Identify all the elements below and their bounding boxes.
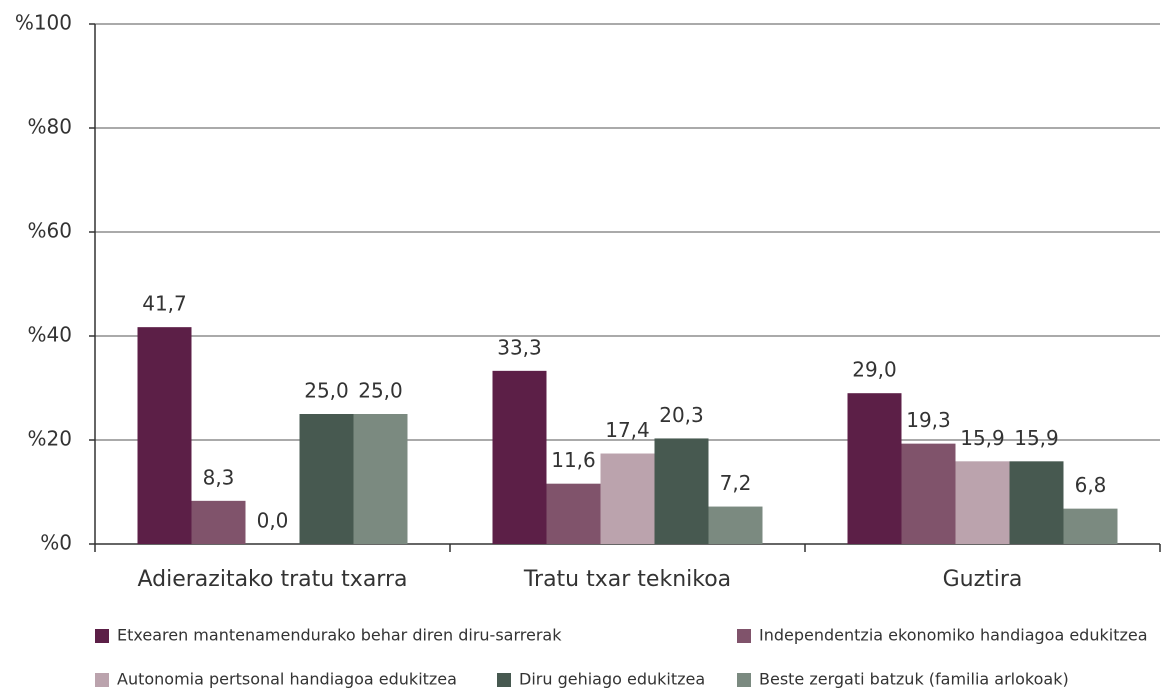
value-label: 0,0 <box>257 509 289 533</box>
bar <box>546 483 601 544</box>
legend-swatch <box>737 629 751 643</box>
bar <box>708 506 763 544</box>
x-tick-label: Adierazitako tratu txarra <box>137 567 407 592</box>
value-label: 25,0 <box>358 379 403 403</box>
legend-label: Diru gehiago edukitzea <box>519 670 705 689</box>
bar <box>600 453 655 544</box>
value-label: 8,3 <box>203 465 235 489</box>
bar <box>492 370 547 544</box>
value-label: 33,3 <box>497 335 542 359</box>
y-tick-label: %20 <box>28 427 72 451</box>
value-label: 6,8 <box>1075 473 1107 497</box>
y-tick-label: %100 <box>15 11 72 35</box>
y-tick-label: %60 <box>28 219 72 243</box>
value-label: 7,2 <box>720 471 752 495</box>
bar <box>191 500 246 544</box>
value-label: 19,3 <box>906 408 951 432</box>
legend-label: Beste zergati batzuk (familia arlokoak) <box>759 670 1069 689</box>
value-label: 15,9 <box>1014 426 1059 450</box>
bar <box>1063 508 1118 544</box>
bar <box>299 414 354 544</box>
legend-swatch <box>95 629 109 643</box>
bar <box>1009 461 1064 544</box>
bar <box>955 461 1010 544</box>
y-tick-label: %40 <box>28 323 72 347</box>
legend-swatch <box>737 673 751 687</box>
value-label: 17,4 <box>605 418 650 442</box>
bar <box>137 327 192 544</box>
legend-swatch <box>95 673 109 687</box>
bar <box>353 414 408 544</box>
bar <box>654 438 709 544</box>
value-label: 15,9 <box>960 426 1005 450</box>
legend-label: Etxearen mantenamendurako behar diren di… <box>117 626 562 645</box>
value-label: 25,0 <box>304 379 349 403</box>
value-label: 11,6 <box>551 448 596 472</box>
bar <box>847 393 902 544</box>
x-tick-label: Tratu txar teknikoa <box>523 567 731 592</box>
value-label: 20,3 <box>659 403 704 427</box>
legend-swatch <box>497 673 511 687</box>
value-label: 41,7 <box>142 292 187 316</box>
legend-label: Independentzia ekonomiko handiagoa eduki… <box>759 626 1148 645</box>
legend-label: Autonomia pertsonal handiagoa edukitzea <box>117 670 457 689</box>
y-tick-label: %0 <box>40 531 72 555</box>
bar <box>901 443 956 544</box>
x-tick-label: Guztira <box>943 567 1023 592</box>
value-label: 29,0 <box>852 358 897 382</box>
y-tick-label: %80 <box>28 115 72 139</box>
